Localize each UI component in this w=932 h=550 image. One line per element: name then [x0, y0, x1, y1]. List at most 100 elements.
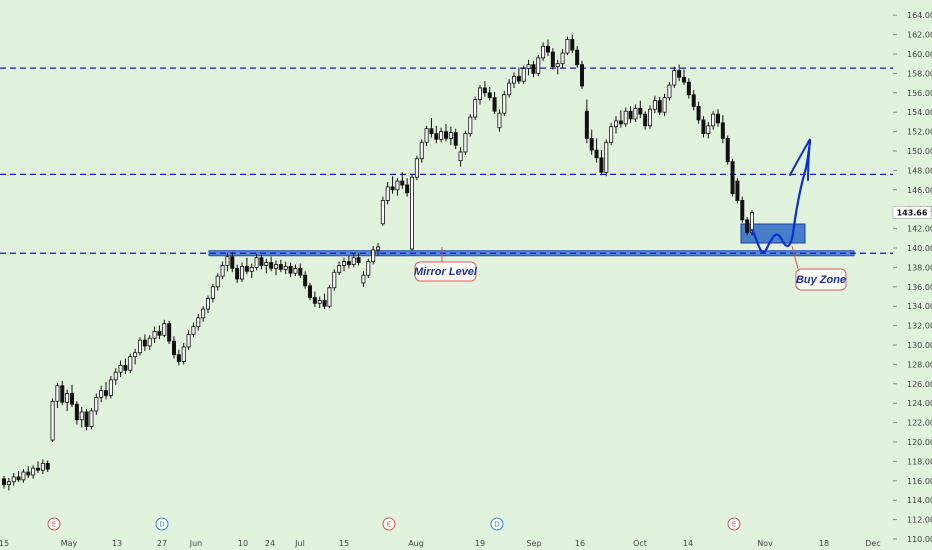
candle — [400, 172, 405, 189]
candle-body — [371, 249, 376, 262]
x-tick-label: 15 — [0, 539, 9, 548]
candle-body — [716, 113, 721, 124]
y-tick-label: 114.00 — [907, 496, 932, 505]
x-tick-label: 13 — [112, 539, 122, 548]
candle-body — [618, 120, 623, 125]
candle — [599, 150, 604, 176]
candle — [60, 380, 65, 406]
candle-body — [220, 265, 225, 277]
dividend-event-marker[interactable]: D — [490, 517, 504, 531]
candle-body — [137, 339, 142, 354]
candle — [696, 101, 701, 124]
candle-body — [429, 128, 434, 134]
candle-body — [89, 410, 94, 427]
candle-body — [293, 267, 298, 274]
candle — [70, 384, 75, 408]
candle-body — [643, 113, 648, 127]
candle-body — [546, 45, 551, 53]
candle — [220, 261, 225, 280]
candle — [657, 96, 662, 116]
dividend-event-marker[interactable]: D — [155, 517, 169, 531]
x-tick-label: 18 — [819, 539, 829, 548]
candle — [409, 174, 414, 251]
candle — [351, 253, 356, 268]
x-tick-label: May — [61, 539, 78, 548]
candle — [516, 67, 521, 85]
candle — [361, 271, 366, 287]
candle-body — [167, 323, 172, 342]
candle — [307, 282, 312, 301]
buy-zone-callout — [795, 268, 847, 291]
candle-body — [278, 264, 283, 270]
candle-body — [730, 161, 735, 195]
candle — [463, 130, 468, 155]
candle-body — [409, 176, 414, 250]
candle-body — [40, 462, 45, 471]
candle — [691, 89, 696, 111]
candle — [546, 39, 551, 56]
candle — [278, 259, 283, 273]
x-tick-label: 15 — [339, 539, 349, 548]
candle-body — [419, 141, 424, 160]
candle-body — [273, 264, 278, 269]
buy-zone-callout-pointer — [791, 245, 799, 270]
candle — [677, 64, 682, 82]
candle-body — [2, 478, 7, 486]
candle — [133, 348, 138, 365]
candle — [210, 283, 215, 303]
candle-body — [691, 94, 696, 107]
candle — [672, 66, 677, 88]
candle-body — [65, 393, 70, 403]
candle — [254, 253, 259, 271]
candle-body — [443, 131, 448, 139]
event-marker-label: E — [732, 521, 736, 529]
candle — [502, 90, 507, 117]
candle-body — [375, 246, 380, 251]
candle — [108, 376, 113, 399]
candle-body — [521, 68, 526, 82]
y-tick-label: 112.00 — [907, 516, 932, 525]
candle — [94, 393, 99, 415]
candle-body — [696, 105, 701, 121]
candle-body — [186, 333, 191, 348]
candle — [730, 158, 735, 197]
buy-zone-label: Buy Zone — [796, 274, 846, 286]
candle-body — [239, 266, 244, 280]
candle — [526, 59, 531, 76]
earnings-event-marker[interactable]: E — [47, 517, 61, 531]
candle — [269, 256, 274, 272]
candle-body — [259, 257, 264, 266]
candle — [31, 465, 36, 479]
candle-body — [6, 481, 11, 486]
candle — [609, 122, 614, 146]
candle — [288, 262, 293, 278]
y-tick-label: 138.00 — [907, 263, 932, 272]
candle — [162, 319, 167, 338]
candle-body — [667, 84, 672, 99]
candle — [448, 126, 453, 146]
candle — [79, 407, 84, 428]
candle-body — [686, 81, 691, 96]
event-marker-circle — [382, 517, 396, 531]
earnings-event-marker[interactable]: E — [382, 517, 396, 531]
candle — [283, 261, 288, 275]
x-tick-label: Oct — [633, 539, 647, 548]
candle-body — [711, 113, 716, 127]
candle-body — [531, 64, 536, 74]
candle — [550, 48, 555, 70]
candle-body — [725, 137, 730, 163]
candle-body — [633, 107, 638, 120]
candle — [701, 116, 706, 138]
event-marker-label: E — [52, 521, 56, 529]
earnings-event-marker[interactable]: E — [727, 517, 741, 531]
candle — [740, 196, 745, 223]
candle — [6, 477, 11, 491]
candle-body — [458, 151, 463, 162]
candle — [725, 135, 730, 165]
candle-body — [31, 467, 36, 476]
candle — [405, 178, 410, 197]
candle-body — [672, 70, 677, 86]
candle-body — [604, 141, 609, 173]
annotations-layer: Mirror Level Buy Zone — [414, 138, 847, 291]
last-price-tag — [892, 206, 932, 219]
